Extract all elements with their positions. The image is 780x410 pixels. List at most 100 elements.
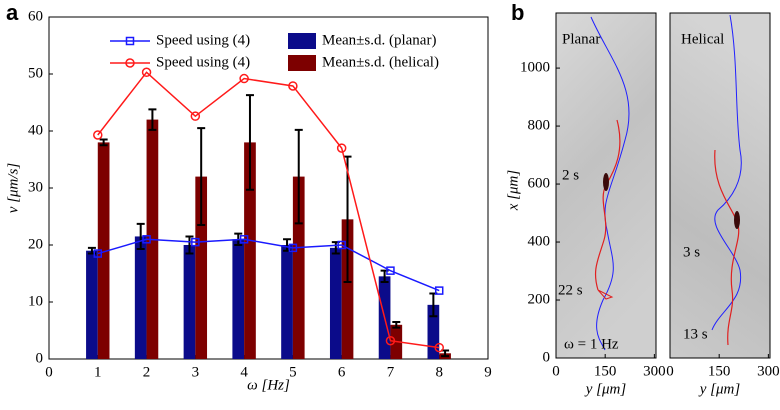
annotation: Planar xyxy=(562,31,600,47)
y-tick-label: 400 xyxy=(528,233,551,249)
image-frame xyxy=(669,12,771,359)
swimmer xyxy=(734,211,740,229)
error-bar xyxy=(392,320,401,329)
marker xyxy=(239,235,249,244)
x-tick-label: 5 xyxy=(289,364,297,380)
y-tick-label: 30 xyxy=(28,179,43,195)
y-tick-label: 10 xyxy=(28,293,43,309)
legend-marker xyxy=(125,36,135,46)
x-tick-label: 4 xyxy=(240,364,248,380)
marker xyxy=(434,342,444,353)
y-tick-label: 0 xyxy=(543,349,551,365)
x-tick-label: 150 xyxy=(594,363,617,379)
y-tick-label: 200 xyxy=(528,291,551,307)
y-axis-label: x [μm] xyxy=(505,170,521,212)
x-tick-label: 150 xyxy=(708,363,731,379)
x-tick-label: 6 xyxy=(338,364,346,380)
y-tick-label: 800 xyxy=(528,118,551,134)
bar xyxy=(244,142,256,359)
x-tick-label: 300 xyxy=(757,363,780,379)
trajectory xyxy=(594,119,621,291)
marker xyxy=(142,235,151,244)
line xyxy=(97,238,440,292)
marker xyxy=(141,67,152,78)
marker xyxy=(239,73,249,84)
annotation: 3 s xyxy=(683,244,700,260)
y-tick-label: 60 xyxy=(28,8,43,24)
y-tick-label: 50 xyxy=(28,65,43,81)
bar xyxy=(292,176,305,359)
legend-swatch xyxy=(288,55,316,71)
x-tick-label: 1 xyxy=(94,364,102,380)
legend-marker xyxy=(125,58,135,68)
x-tick-label: 9 xyxy=(484,364,492,380)
line xyxy=(97,71,440,349)
bar xyxy=(427,304,440,359)
legend-swatch xyxy=(288,33,316,49)
bar xyxy=(232,239,245,359)
y-tick-label: 20 xyxy=(28,236,43,252)
y-axis-label: v [μm/s] xyxy=(5,163,21,214)
annotation: ω = 1 Hz xyxy=(564,336,619,352)
marker xyxy=(386,266,395,275)
marker xyxy=(190,111,201,121)
x-tick-label: 8 xyxy=(435,364,443,380)
panel-label: a xyxy=(6,0,19,25)
bar xyxy=(195,176,208,359)
error-bar xyxy=(99,138,108,147)
x-tick-label: 7 xyxy=(387,364,395,380)
x-tick-label: 0 xyxy=(45,364,53,380)
bar xyxy=(183,245,196,359)
y-tick-label: 1000 xyxy=(520,60,550,76)
error-bar xyxy=(343,155,352,284)
marker xyxy=(93,130,103,140)
marker xyxy=(336,143,347,153)
trajectory xyxy=(597,289,614,300)
bar xyxy=(134,236,147,359)
panel-label: b xyxy=(511,0,524,25)
marker xyxy=(288,243,298,253)
marker xyxy=(434,286,444,295)
trajectory xyxy=(714,149,740,346)
annotation: 22 s xyxy=(558,282,583,298)
x-tick-label: 0 xyxy=(552,363,560,379)
bar xyxy=(97,142,110,359)
error-bar xyxy=(197,127,206,227)
legend-label: Speed using (4) xyxy=(156,32,250,48)
swimmer xyxy=(603,173,609,191)
x-axis-label: ω [Hz] xyxy=(247,377,290,393)
annotation: 2 s xyxy=(562,167,579,183)
marker xyxy=(337,240,346,250)
y-tick-label: 600 xyxy=(528,175,551,191)
bar xyxy=(341,219,354,359)
x-axis-label: y [μm] xyxy=(584,381,627,397)
legend-label: Mean±s.d. (helical) xyxy=(322,54,439,70)
x-tick-label: 0 xyxy=(666,363,674,379)
trajectory xyxy=(711,14,742,331)
marker xyxy=(385,336,396,346)
y-tick-label: 40 xyxy=(28,122,43,138)
y-tick-label: 0 xyxy=(36,350,44,366)
x-tick-label: 3 xyxy=(192,364,200,380)
marker xyxy=(288,81,298,91)
error-bar xyxy=(294,128,303,225)
x-axis-label: y [μm] xyxy=(698,381,741,397)
image-frame xyxy=(555,12,657,359)
marker xyxy=(191,237,200,247)
annotation: 13 s xyxy=(683,326,708,342)
marker xyxy=(93,249,103,258)
error-bar xyxy=(148,108,157,131)
annotation: Helical xyxy=(681,31,724,47)
x-tick-label: 2 xyxy=(143,364,151,380)
error-bar xyxy=(245,94,254,191)
error-bar xyxy=(185,235,194,255)
bar xyxy=(281,245,293,359)
panel-b-images xyxy=(556,13,770,358)
legend-label: Speed using (4) xyxy=(156,54,250,70)
legend-label: Mean±s.d. (planar) xyxy=(322,32,436,48)
bar xyxy=(86,250,98,359)
bar xyxy=(329,247,342,359)
x-tick-label: 300 xyxy=(643,363,666,379)
error-bar xyxy=(136,222,145,250)
